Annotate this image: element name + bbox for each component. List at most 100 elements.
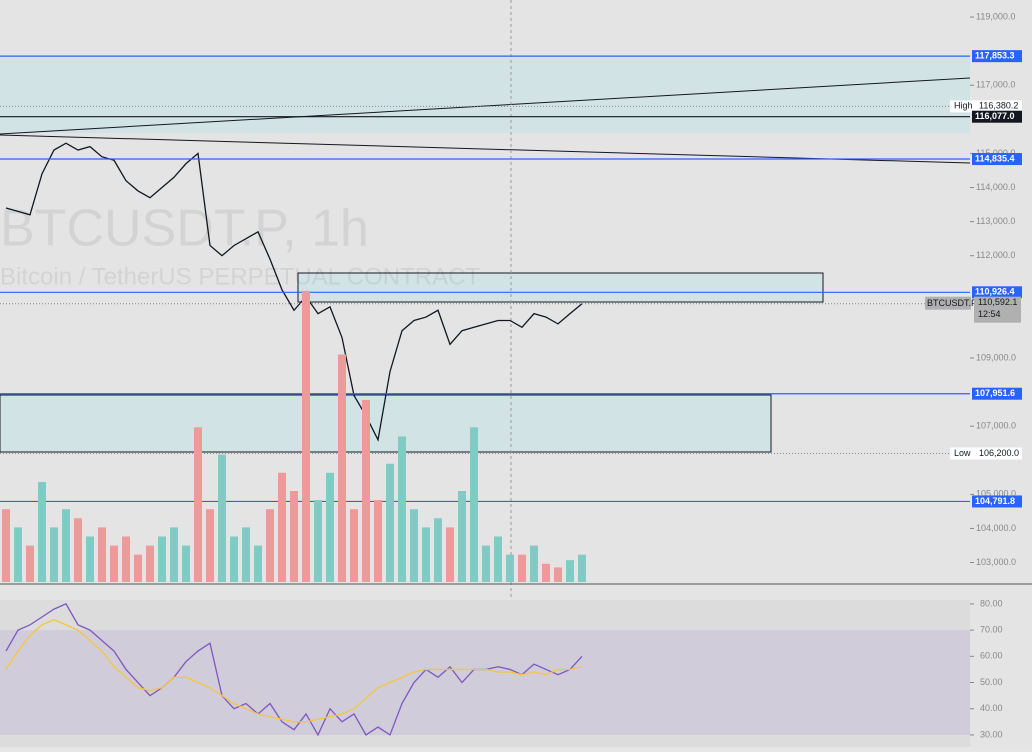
y-tick-label: 113,000.0	[976, 216, 1015, 226]
level-label: 114,835.4	[975, 153, 1015, 163]
volume-bar	[554, 567, 562, 582]
trend-line	[0, 77, 971, 135]
volume-bar	[158, 536, 166, 582]
y-tick-label: 104,000.0	[976, 523, 1016, 533]
volume-bar	[98, 527, 106, 582]
volume-bar	[230, 536, 238, 582]
volume-bar	[434, 518, 442, 582]
volume-bar	[326, 472, 334, 582]
volume-bar	[14, 527, 22, 582]
level-label-bg	[972, 495, 1022, 508]
volume-bar	[566, 560, 574, 582]
y-tick-label: 103,000.0	[976, 557, 1016, 567]
volume-bar	[422, 527, 430, 582]
y-tick-label: 117,000.0	[976, 80, 1015, 90]
price-bg	[974, 296, 1021, 323]
extreme-bg	[950, 447, 1022, 460]
volume-bar	[578, 554, 586, 582]
volume-bar	[374, 500, 382, 582]
volume-bar	[518, 554, 526, 582]
volume-bar	[50, 527, 58, 582]
volume-bar	[542, 563, 550, 582]
volume-bar	[242, 527, 250, 582]
volume-bar	[482, 545, 490, 582]
symbol-label: BTCUSDT.P	[927, 298, 977, 308]
volume-bar	[278, 472, 286, 582]
level-label: 107,951.6	[975, 388, 1015, 398]
volume-bar	[470, 427, 478, 582]
volume-bar	[26, 545, 34, 582]
volume-bar	[446, 527, 454, 582]
y-tick-label: 115,000.0	[976, 148, 1015, 158]
volume-bar	[110, 545, 118, 582]
level-label-bg	[972, 387, 1022, 400]
y-tick-label: 40.00	[980, 703, 1003, 713]
watermark: BTCUSDT.P, 1h	[0, 200, 369, 258]
rsi-panel	[0, 600, 970, 747]
zone	[297, 272, 824, 303]
volume-bar	[302, 290, 310, 582]
price-line	[5, 142, 583, 442]
volume-bar	[338, 354, 346, 582]
volume-bar	[506, 554, 514, 582]
volume-bar	[458, 491, 466, 582]
volume-bar	[182, 545, 190, 582]
y-tick-label: 112,000.0	[976, 250, 1015, 260]
rsi-band	[0, 630, 970, 735]
y-tick-label: 80.00	[980, 598, 1003, 608]
extreme-label: 106,200.0	[979, 448, 1019, 458]
volume-bar	[290, 491, 298, 582]
level-label-bg	[972, 286, 1022, 299]
volume-bar	[350, 509, 358, 582]
zone	[0, 57, 970, 133]
volume-bar	[494, 536, 502, 582]
volume-bar	[314, 500, 322, 582]
volume-bar	[170, 527, 178, 582]
level-label: 117,853.3	[975, 51, 1015, 61]
zone	[0, 394, 772, 453]
volume-bar	[398, 436, 406, 582]
y-tick-label: 50.00	[980, 677, 1003, 687]
extreme-name: High	[954, 101, 973, 111]
y-tick-label: 109,000.0	[976, 352, 1016, 362]
y-tick-label: 70.00	[980, 624, 1003, 634]
rsi-line	[5, 618, 583, 723]
volume-bar	[206, 509, 214, 582]
trend-line	[0, 134, 971, 164]
volume-bar	[122, 536, 130, 582]
y-tick-label: 30.00	[980, 729, 1003, 739]
level-label-bg	[972, 110, 1022, 123]
extreme-label: 116,380.2	[979, 101, 1018, 111]
volume-bar	[2, 509, 10, 582]
level-label: 110,926.4	[975, 287, 1015, 297]
extreme-name: Low	[954, 448, 971, 458]
level-label-bg	[972, 50, 1022, 63]
volume-bar	[74, 518, 82, 582]
extreme-bg	[950, 100, 1022, 113]
volume-bar	[86, 536, 94, 582]
volume-bar	[194, 427, 202, 582]
volume-bar	[62, 509, 70, 582]
volume-bar	[134, 554, 142, 582]
y-tick-label: 60.00	[980, 651, 1003, 661]
countdown: 12:54	[978, 309, 1001, 319]
watermark-subtitle: Bitcoin / TetherUS PERPETUAL CONTRACT	[0, 263, 480, 290]
level-label: 116,077.0	[975, 111, 1015, 121]
y-tick-label: 107,000.0	[976, 421, 1016, 431]
symbol-bg	[925, 296, 971, 310]
y-tick-label: 119,000.0	[976, 11, 1015, 21]
volume-bar	[530, 545, 538, 582]
price-label: 110,592.1	[978, 297, 1017, 307]
volume-bar	[362, 400, 370, 582]
level-label: 104,791.8	[975, 496, 1015, 506]
y-tick-label: 114,000.0	[976, 182, 1015, 192]
volume-bar	[146, 545, 154, 582]
y-tick-label: 105,000.0	[976, 489, 1016, 499]
volume-bar	[386, 463, 394, 582]
volume-bar	[410, 509, 418, 582]
volume-bar	[218, 454, 226, 582]
volume-bar	[254, 545, 262, 582]
